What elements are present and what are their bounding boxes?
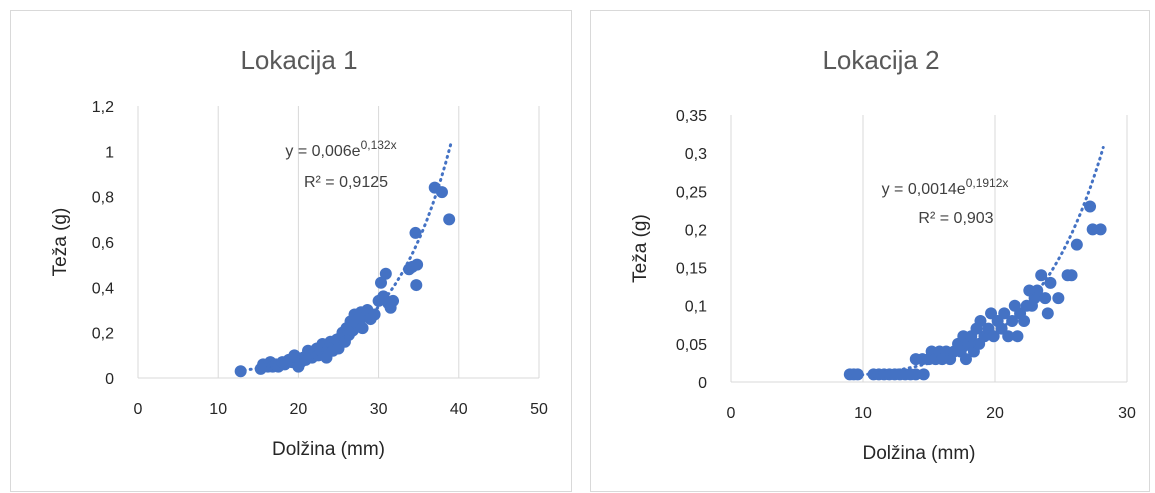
chart-2-y-tick-label: 0,15: [676, 261, 707, 278]
chart-1-data-point: [375, 276, 388, 289]
chart-2-trendline: [848, 146, 1105, 378]
chart-1-x-tick-label: 40: [450, 401, 468, 418]
chart-2-data-point: [959, 353, 972, 366]
chart-panel-lokacija-1: Lokacija 1 0 10 20 30 40 50 0 0,2 0,4 0,6 0,8 1 1,2 Do…: [10, 10, 572, 492]
chart-2-y-tick-label: 0,3: [685, 146, 707, 163]
chart-panel-lokacija-2: Lokacija 2 0 10 20 30 0 0,05 0,1 0,15 0,2 0,25 0,3 0…: [590, 10, 1150, 492]
chart-1-y-axis-label: Teža (g): [50, 208, 71, 277]
chart-2-data-point: [1035, 269, 1048, 282]
chart-2-r-squared: R² = 0,903: [918, 210, 993, 227]
chart-1-x-tick-label: 0: [134, 401, 143, 418]
chart-2-data-point: [1018, 314, 1031, 327]
chart-1-y-tick-label: 0: [105, 371, 114, 388]
chart-1-y-tick-label: 0,8: [92, 190, 114, 207]
chart-2-data-point: [1039, 292, 1052, 305]
chart-1-data-point: [410, 279, 423, 292]
chart-2-y-tick-label: 0,1: [685, 299, 707, 316]
chart-1-x-axis-label: Dolžina (mm): [272, 439, 385, 460]
chart-2-y-tick-label: 0,05: [676, 337, 707, 354]
chart-2-data-point: [1011, 330, 1024, 343]
chart-1-trendline-equation: y = 0,006e0,132x: [285, 138, 396, 160]
chart-1-data-point: [356, 322, 369, 335]
chart-1-y-tick-label: 1,2: [92, 99, 114, 116]
chart-1-title: Lokacija 1: [240, 45, 357, 75]
chart-2-trendline-equation: y = 0,0014e0,1912x: [882, 176, 1009, 198]
chart-1-x-tick-label: 10: [209, 401, 227, 418]
chart-1-data-point: [409, 226, 422, 239]
chart-2-data-point: [998, 307, 1011, 320]
chart-1-r-squared: R² = 0,9125: [304, 174, 388, 191]
chart-2-data-point: [1094, 223, 1107, 236]
chart-1-data-point: [368, 308, 381, 321]
chart-2-x-tick-label: 20: [986, 405, 1004, 422]
chart-1-x-tick-label: 50: [530, 401, 548, 418]
chart-2-data-point: [987, 330, 1000, 343]
chart-1-data-point: [411, 258, 424, 271]
chart-2-title: Lokacija 2: [822, 45, 939, 75]
chart-1-data-point: [379, 267, 392, 280]
chart-2-x-tick-label: 10: [854, 405, 872, 422]
chart-2-data-point: [974, 314, 987, 327]
chart-1-data-point: [387, 294, 400, 307]
chart-svg-lokacija-1: Lokacija 1 0 10 20 30 40 50 0 0,2 0,4 0,6 0,8 1 1,2 Do…: [50, 45, 548, 460]
chart-2-x-tick-label: 0: [727, 405, 736, 422]
chart-2-y-tick-label: 0,2: [685, 222, 707, 239]
chart-2-x-axis-label: Dolžina (mm): [863, 443, 976, 464]
chart-2-y-tick-label: 0,35: [676, 108, 707, 125]
chart-2-y-tick-label: 0,25: [676, 184, 707, 201]
chart-2-y-tick-label: 0: [698, 375, 707, 392]
chart-1-trendline: [236, 142, 453, 373]
chart-2-x-tick-label: 30: [1118, 405, 1136, 422]
chart-2-data-point: [1084, 200, 1097, 213]
chart-2-data-point: [917, 368, 930, 381]
chart-1-y-tick-label: 0,4: [92, 280, 114, 297]
chart-svg-lokacija-2: Lokacija 2 0 10 20 30 0 0,05 0,1 0,15 0,2 0,25 0,3 0…: [630, 45, 1136, 464]
chart-1-data-point: [435, 186, 448, 199]
chart-1-y-tick-label: 1: [105, 144, 114, 161]
chart-2-data-point: [1065, 269, 1078, 282]
chart-1-y-tick-label: 0,6: [92, 235, 114, 252]
chart-1-y-tick-label: 0,2: [92, 326, 114, 343]
chart-2-data-point: [1052, 292, 1065, 305]
chart-2-y-axis-label: Teža (g): [630, 214, 651, 283]
chart-2-data-point: [1041, 307, 1054, 320]
chart-2-data-point: [1002, 330, 1015, 343]
chart-2-data-point: [1070, 238, 1083, 251]
chart-1-data-point: [443, 213, 456, 226]
chart-1-x-tick-label: 20: [290, 401, 308, 418]
chart-1-x-tick-label: 30: [370, 401, 388, 418]
